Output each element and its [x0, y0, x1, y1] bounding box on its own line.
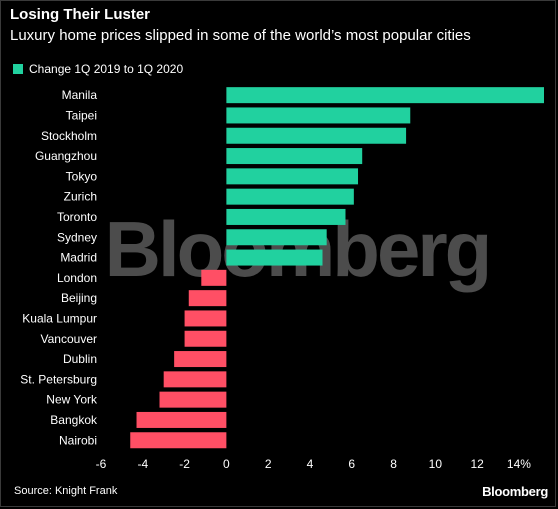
x-tick-label: 4	[307, 457, 314, 471]
x-tick-label: 14%	[507, 457, 531, 471]
x-tick-label: 6	[348, 457, 355, 471]
bar-toronto	[226, 208, 346, 225]
x-axis-ticks: -6 -4 -2 0 2 4 6 8 10 12 14%	[96, 457, 532, 471]
category-label: Sydney	[57, 230, 97, 244]
bar-beijing	[188, 290, 227, 307]
bar-bangkok	[136, 411, 227, 428]
category-label: Zurich	[64, 190, 97, 204]
category-label: Kuala Lumpur	[22, 311, 97, 325]
bars-group	[130, 87, 544, 449]
bar-taipei	[226, 107, 411, 124]
x-tick-label: -6	[96, 457, 107, 471]
bar-manila	[226, 87, 544, 104]
bar-zurich	[226, 188, 354, 205]
category-label: Madrid	[60, 251, 97, 265]
category-label: Taipei	[66, 108, 97, 122]
category-label: Guangzhou	[35, 149, 97, 163]
category-label: Tokyo	[66, 169, 98, 183]
category-label: New York	[46, 393, 98, 407]
bar-sydney	[226, 229, 327, 246]
source-note: Source: Knight Frank	[14, 485, 118, 497]
category-label: Manila	[62, 88, 98, 102]
bar-st-petersburg	[163, 371, 227, 388]
brand-logo: Bloomberg	[482, 484, 548, 499]
category-label: Dublin	[63, 352, 97, 366]
bar-new-york	[159, 391, 227, 408]
category-label: Bangkok	[50, 413, 98, 427]
category-label: St. Petersburg	[20, 372, 97, 386]
category-label: Beijing	[61, 291, 97, 305]
bar-tokyo	[226, 168, 359, 185]
x-tick-label: -2	[179, 457, 190, 471]
x-tick-label: -4	[137, 457, 148, 471]
legend: Change 1Q 2019 to 1Q 2020	[13, 62, 183, 76]
category-label: Vancouver	[41, 332, 97, 346]
chart-subtitle: Luxury home prices slipped in some of th…	[10, 27, 471, 44]
x-tick-label: 8	[390, 457, 397, 471]
category-label: Toronto	[57, 210, 97, 224]
bar-dublin	[174, 351, 227, 368]
bar-london	[201, 269, 227, 286]
bar-nairobi	[130, 432, 227, 449]
bar-stockholm	[226, 127, 407, 144]
category-label: London	[57, 271, 97, 285]
bar-kuala-lumpur	[184, 310, 227, 327]
bar-vancouver	[184, 330, 227, 347]
legend-swatch	[13, 64, 23, 74]
category-label: Stockholm	[41, 129, 97, 143]
chart-title: Losing Their Luster	[10, 6, 151, 23]
legend-label: Change 1Q 2019 to 1Q 2020	[29, 62, 184, 76]
bar-madrid	[226, 249, 323, 266]
x-tick-label: 10	[429, 457, 443, 471]
category-label: Nairobi	[59, 433, 97, 447]
category-labels: Manila Taipei Stockholm Guangzhou Tokyo Zuric…	[20, 88, 98, 447]
x-tick-label: 0	[223, 457, 230, 471]
x-tick-label: 2	[265, 457, 272, 471]
x-tick-label: 12	[470, 457, 484, 471]
bar-guangzhou	[226, 148, 363, 165]
